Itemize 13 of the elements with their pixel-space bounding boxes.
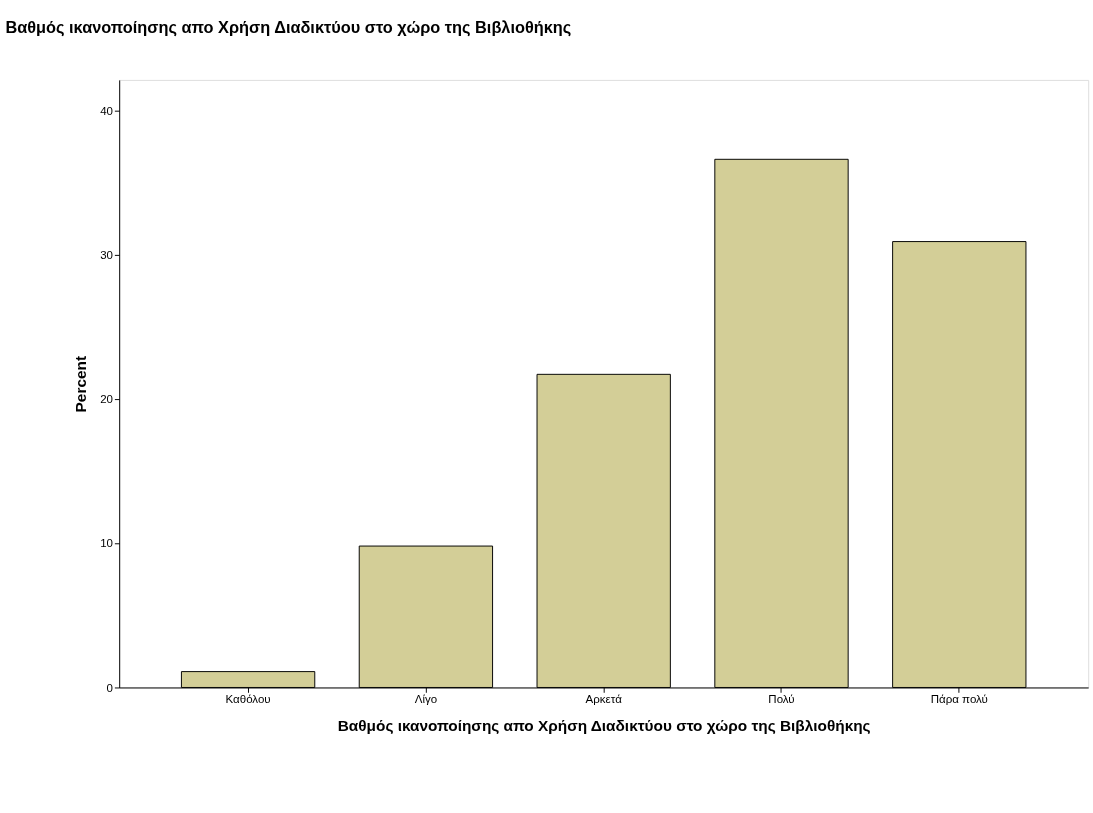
y-tick-label: 0 [106, 681, 113, 694]
y-tick-label: 30 [100, 248, 113, 261]
y-tick-label: 40 [100, 104, 113, 117]
x-axis-title: Βαθμός ικανοποίησης απο Χρήση Διαδικτύου στο χώρο της Βιβλιοθήκης [337, 717, 871, 735]
x-tick-label: Πολύ [768, 693, 795, 706]
x-tick-label: Καθόλου [225, 693, 271, 706]
chart-title: Βαθμός ικανοποίησης απο Χρήση Διαδικτύου στο χώρο της Βιβλιοθήκης [5, 17, 572, 37]
x-tick-label: Λίγο [414, 693, 438, 706]
y-axis-title: Percent [71, 355, 89, 413]
x-tick-label: Πάρα πολύ [930, 693, 988, 706]
y-tick-label: 20 [100, 393, 113, 406]
x-tick-label: Αρκετά [585, 693, 623, 706]
y-tick-label: 10 [100, 537, 113, 550]
